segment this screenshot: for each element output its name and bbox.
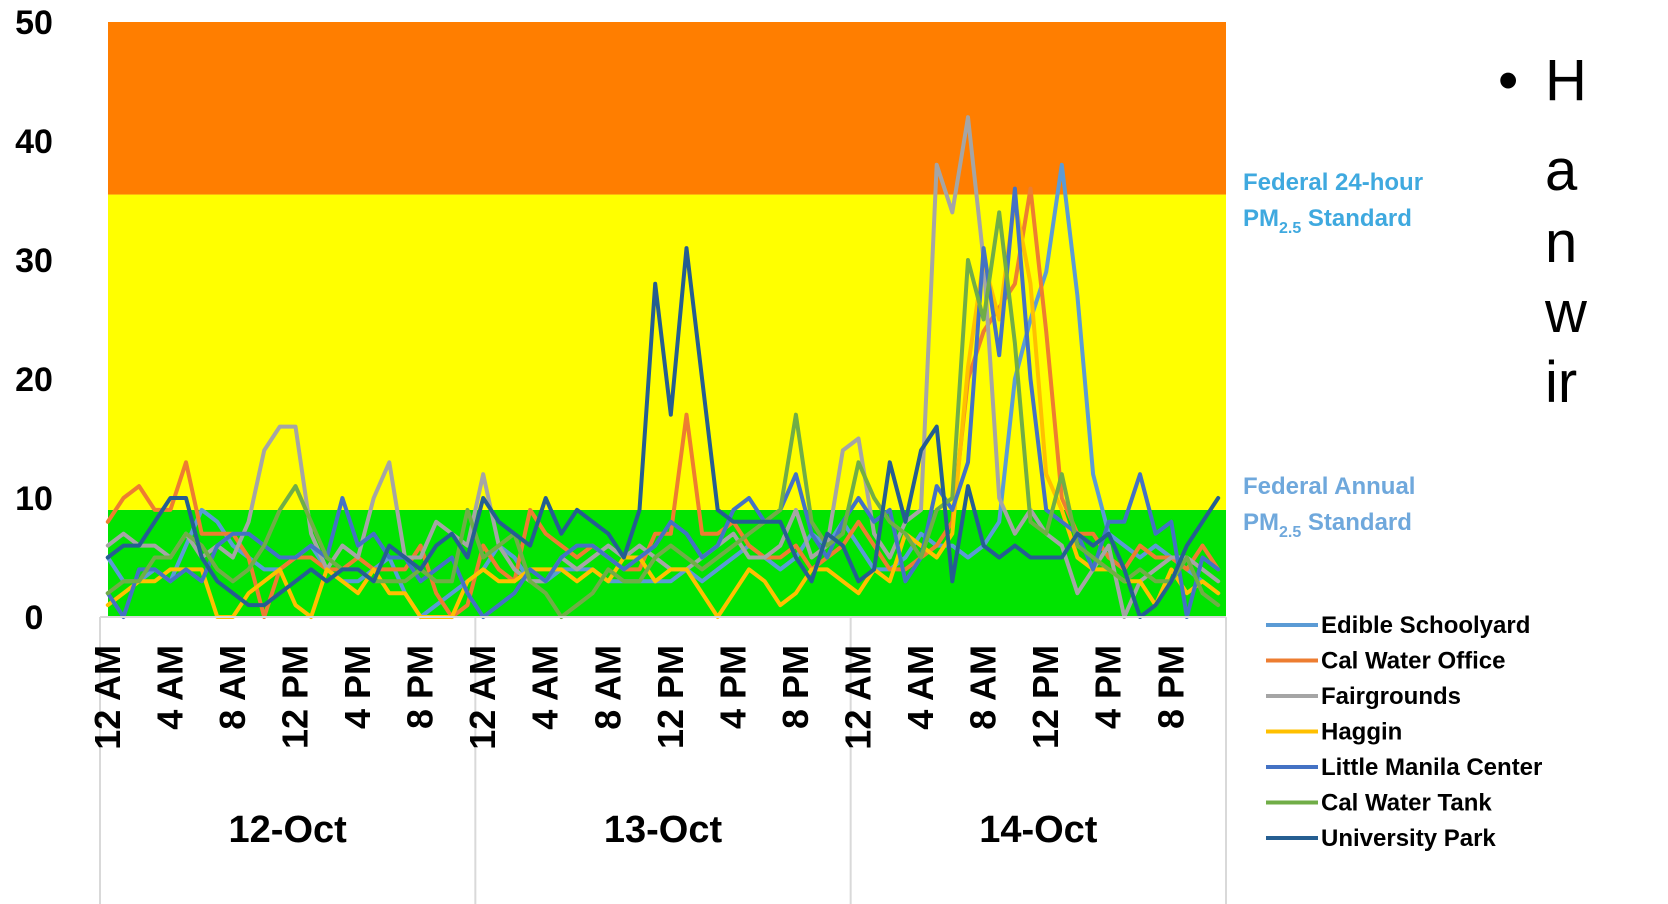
series-line-little-manila-center [105, 186, 1221, 619]
x-axis-ticks: 12 AM 4 AM 8 AM 12 PM 4 PM 8 PM 12 AM 4 AM 8 AM 1… [87, 645, 1191, 750]
bullet-line-4: w [1544, 280, 1588, 345]
x-tick-label: 8 PM [400, 645, 441, 729]
x-tick-label: 12 PM [274, 645, 315, 749]
x-tick-label: 12 AM [837, 645, 878, 750]
legend-label: University Park [1321, 825, 1496, 852]
x-tick-label: 4 AM [525, 645, 566, 730]
x-tick-label: 8 AM [963, 645, 1004, 730]
bullet-line-5: ir [1545, 350, 1577, 415]
series-lines [105, 115, 1221, 619]
x-tick-label: 4 PM [712, 645, 753, 729]
y-axis-ticks: 0 10 20 30 40 50 [15, 4, 53, 637]
series-line-university-park [105, 246, 1221, 619]
reference-label-line2: PM2.5 Standard [1243, 509, 1412, 541]
y-tick-label-50: 50 [15, 4, 53, 42]
legend-label: Fairgrounds [1321, 683, 1461, 710]
y-tick-label-20: 20 [15, 361, 53, 399]
day-label-13-oct: 13-Oct [604, 809, 723, 851]
reference-labels: Federal 24-hour PM2.5 Standard Federal Ann… [1243, 169, 1423, 541]
x-tick-label: 4 AM [149, 645, 190, 730]
day-label-14-oct: 14-Oct [979, 809, 1098, 851]
aqi-band-2 [108, 22, 1226, 195]
slide-bullet-text: • H a n w ir [1498, 48, 1588, 415]
x-tick-label: 4 PM [337, 645, 378, 729]
series-line-cal-water-tank [105, 210, 1221, 619]
x-tick-label: 8 PM [775, 645, 816, 729]
reference-label-line1: Federal Annual [1243, 473, 1415, 500]
bullet-line-1: H [1545, 48, 1587, 113]
reference-label-line2: PM2.5 Standard [1243, 205, 1412, 237]
y-tick-label-40: 40 [15, 123, 53, 161]
legend-label: Little Manila Center [1321, 754, 1542, 781]
series-line-fairgrounds [105, 115, 1221, 619]
y-tick-label-0: 0 [25, 599, 44, 637]
x-tick-label: 8 PM [1150, 645, 1191, 729]
y-tick-label-30: 30 [15, 242, 53, 280]
legend-label: Cal Water Office [1321, 648, 1506, 675]
day-label-12-oct: 12-Oct [229, 809, 348, 851]
series-line-haggin [105, 198, 1221, 619]
x-tick-label: 8 AM [587, 645, 628, 730]
x-tick-label: 12 AM [87, 645, 128, 750]
x-tick-label: 4 PM [1088, 645, 1129, 729]
x-tick-label: 8 AM [212, 645, 253, 730]
x-tick-label: 4 AM [900, 645, 941, 730]
legend-label: Haggin [1321, 719, 1402, 746]
reference-label-line1: Federal 24-hour [1243, 169, 1423, 196]
bullet-glyph: • [1498, 48, 1518, 113]
bullet-line-2: a [1545, 138, 1578, 203]
axes [99, 616, 1227, 904]
x-tick-label: 12 AM [462, 645, 503, 750]
y-tick-label-10: 10 [15, 480, 53, 518]
x-tick-label: 12 PM [1025, 645, 1066, 749]
day-labels: 12-Oct 13-Oct 14-Oct [229, 809, 1098, 851]
x-tick-label: 12 PM [650, 645, 691, 749]
legend-label: Edible Schoolyard [1321, 612, 1530, 639]
legend: Edible Schoolyard Cal Water Office Fairgro… [1266, 612, 1542, 852]
legend-label: Cal Water Tank [1321, 790, 1492, 817]
bullet-line-3: n [1545, 210, 1577, 275]
